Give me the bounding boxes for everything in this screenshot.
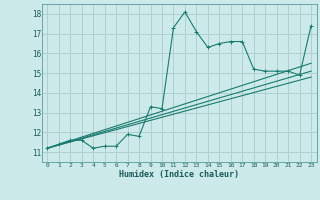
X-axis label: Humidex (Indice chaleur): Humidex (Indice chaleur) <box>119 170 239 179</box>
